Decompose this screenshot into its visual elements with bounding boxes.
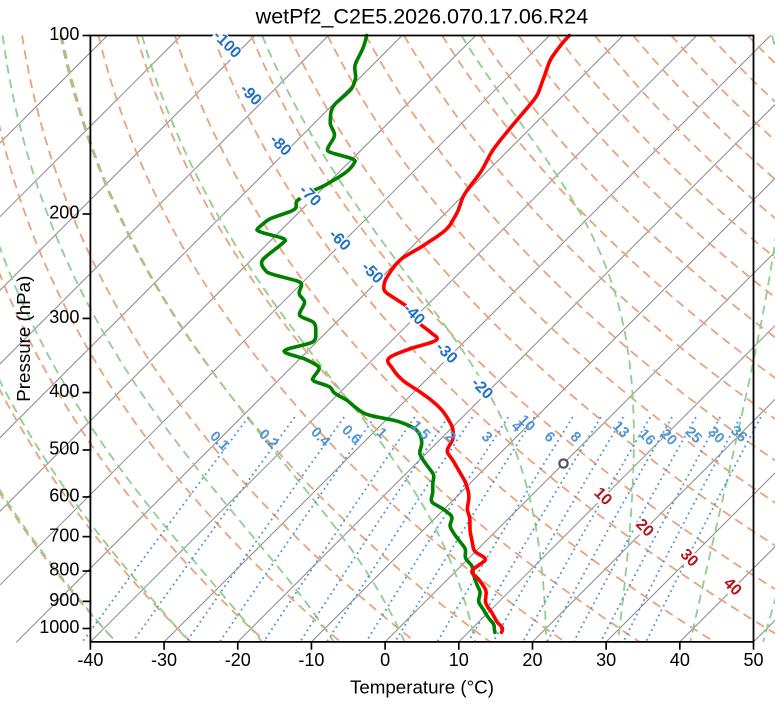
svg-text:100: 100 bbox=[49, 24, 79, 44]
svg-text:800: 800 bbox=[49, 560, 79, 580]
svg-text:10: 10 bbox=[449, 650, 469, 670]
svg-text:700: 700 bbox=[49, 525, 79, 545]
svg-text:400: 400 bbox=[49, 381, 79, 401]
svg-text:-20: -20 bbox=[225, 650, 251, 670]
svg-text:40: 40 bbox=[670, 650, 690, 670]
svg-text:500: 500 bbox=[49, 439, 79, 459]
svg-text:200: 200 bbox=[49, 203, 79, 223]
svg-text:1000: 1000 bbox=[39, 617, 79, 637]
svg-text:Pressure (hPa): Pressure (hPa) bbox=[13, 276, 34, 402]
svg-text:0: 0 bbox=[380, 650, 390, 670]
svg-text:600: 600 bbox=[49, 486, 79, 506]
svg-text:50: 50 bbox=[743, 650, 763, 670]
svg-text:wetPf2_C2E5.2026.070.17.06.R24: wetPf2_C2E5.2026.070.17.06.R24 bbox=[255, 5, 589, 29]
svg-text:20: 20 bbox=[522, 650, 542, 670]
svg-text:900: 900 bbox=[49, 590, 79, 610]
svg-text:Temperature (°C): Temperature (°C) bbox=[350, 676, 494, 697]
svg-text:-40: -40 bbox=[77, 650, 103, 670]
svg-text:-10: -10 bbox=[298, 650, 324, 670]
svg-text:300: 300 bbox=[49, 307, 79, 327]
svg-text:30: 30 bbox=[596, 650, 616, 670]
svg-text:-30: -30 bbox=[151, 650, 177, 670]
